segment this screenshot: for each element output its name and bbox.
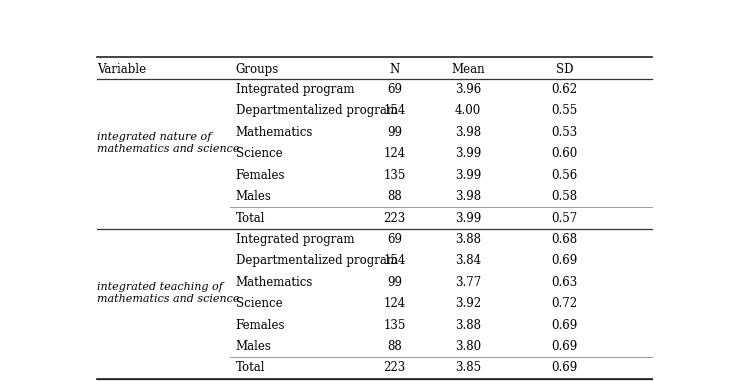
Text: 3.80: 3.80 (455, 340, 481, 353)
Text: 69: 69 (387, 83, 402, 96)
Text: Males: Males (236, 340, 272, 353)
Text: 0.69: 0.69 (551, 255, 577, 267)
Text: 0.60: 0.60 (551, 147, 577, 160)
Text: 154: 154 (383, 255, 406, 267)
Text: 3.88: 3.88 (455, 319, 481, 331)
Text: Science: Science (236, 297, 282, 310)
Text: 3.88: 3.88 (455, 233, 481, 246)
Text: 223: 223 (383, 211, 406, 224)
Text: 0.58: 0.58 (551, 190, 577, 203)
Text: 4.00: 4.00 (455, 104, 481, 117)
Text: 0.56: 0.56 (551, 169, 577, 182)
Text: 3.99: 3.99 (455, 169, 481, 182)
Text: 3.84: 3.84 (455, 255, 481, 267)
Text: 0.69: 0.69 (551, 319, 577, 331)
Text: 0.55: 0.55 (551, 104, 577, 117)
Text: Females: Females (236, 169, 285, 182)
Text: 99: 99 (387, 126, 402, 139)
Text: Integrated program: Integrated program (236, 83, 355, 96)
Text: Total: Total (236, 211, 265, 224)
Text: Mathematics: Mathematics (236, 126, 313, 139)
Text: 3.99: 3.99 (455, 211, 481, 224)
Text: 0.63: 0.63 (551, 276, 577, 289)
Text: 154: 154 (383, 104, 406, 117)
Text: 0.69: 0.69 (551, 362, 577, 375)
Text: Departmentalized program: Departmentalized program (236, 104, 398, 117)
Text: 88: 88 (387, 340, 402, 353)
Text: 124: 124 (383, 147, 406, 160)
Text: 3.99: 3.99 (455, 147, 481, 160)
Text: Males: Males (236, 190, 272, 203)
Text: Females: Females (236, 319, 285, 331)
Text: N: N (390, 63, 400, 76)
Text: 124: 124 (383, 297, 406, 310)
Text: 3.77: 3.77 (455, 276, 481, 289)
Text: Total: Total (236, 362, 265, 375)
Text: 3.98: 3.98 (455, 190, 481, 203)
Text: 3.98: 3.98 (455, 126, 481, 139)
Text: 88: 88 (387, 190, 402, 203)
Text: integrated teaching of
mathematics and science: integrated teaching of mathematics and s… (97, 282, 240, 304)
Text: Integrated program: Integrated program (236, 233, 355, 246)
Text: integrated nature of
mathematics and science: integrated nature of mathematics and sci… (97, 132, 240, 154)
Text: 135: 135 (383, 319, 406, 331)
Text: SD: SD (556, 63, 573, 76)
Text: 0.57: 0.57 (551, 211, 577, 224)
Text: Mean: Mean (451, 63, 485, 76)
Text: 69: 69 (387, 233, 402, 246)
Text: 0.62: 0.62 (551, 83, 577, 96)
Text: 3.96: 3.96 (455, 83, 481, 96)
Text: 3.92: 3.92 (455, 297, 481, 310)
Text: 223: 223 (383, 362, 406, 375)
Text: Mathematics: Mathematics (236, 276, 313, 289)
Text: Departmentalized program: Departmentalized program (236, 255, 398, 267)
Text: 3.85: 3.85 (455, 362, 481, 375)
Text: 0.68: 0.68 (551, 233, 577, 246)
Text: 135: 135 (383, 169, 406, 182)
Text: 0.72: 0.72 (551, 297, 577, 310)
Text: 0.69: 0.69 (551, 340, 577, 353)
Text: Science: Science (236, 147, 282, 160)
Text: Groups: Groups (236, 63, 279, 76)
Text: Variable: Variable (97, 63, 146, 76)
Text: 99: 99 (387, 276, 402, 289)
Text: 0.53: 0.53 (551, 126, 577, 139)
